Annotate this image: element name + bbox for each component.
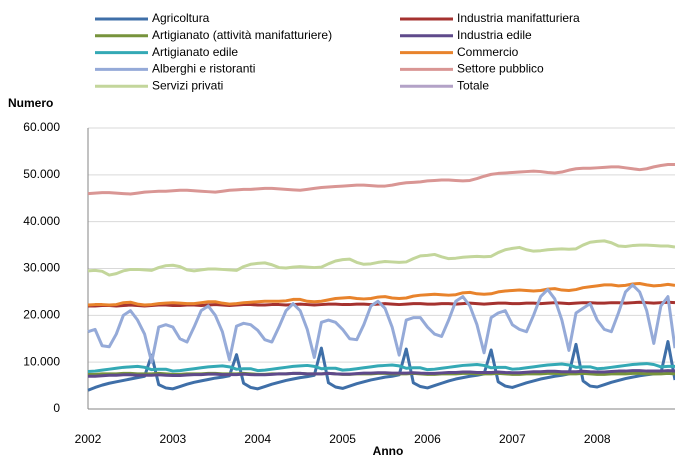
x-tick-label: 2002 bbox=[75, 432, 102, 446]
legend-label: Industria edile bbox=[457, 28, 532, 42]
x-tick-label: 2005 bbox=[329, 432, 356, 446]
series-line bbox=[87, 362, 675, 374]
y-tick-label: 50.000 bbox=[23, 167, 60, 181]
y-tick-label: 60.000 bbox=[23, 120, 60, 134]
x-tick-label: 2004 bbox=[244, 432, 271, 446]
x-tick-label: 2006 bbox=[414, 432, 441, 446]
series-line bbox=[87, 239, 675, 277]
legend: Agricoltura Industria manifatturiera Artig… bbox=[95, 11, 580, 92]
series-line bbox=[87, 281, 675, 307]
legend-label: Artigianato (attività manifatturiere) bbox=[152, 28, 332, 42]
series-line bbox=[88, 369, 675, 378]
y-tick-label: 30.000 bbox=[23, 261, 60, 275]
legend-label: Alberghi e ristoranti bbox=[152, 62, 255, 76]
legend-label: Settore pubblico bbox=[457, 62, 544, 76]
y-tick-label: 10.000 bbox=[23, 354, 60, 368]
legend-label: Totale bbox=[457, 78, 489, 92]
y-tick-label: 0 bbox=[53, 401, 60, 415]
legend-label: Industria manifatturiera bbox=[457, 11, 580, 25]
grid: 0 10.000 20.000 30.000 40.000 50.000 60.000 200… bbox=[23, 120, 675, 446]
y-axis-label: Numero bbox=[8, 96, 53, 110]
plot-area bbox=[87, 163, 675, 392]
legend-label: Servizi privati bbox=[152, 78, 223, 92]
series-line bbox=[87, 283, 675, 364]
y-tick-label: 40.000 bbox=[23, 214, 60, 228]
x-tick-label: 2008 bbox=[584, 432, 611, 446]
x-tick-label: 2003 bbox=[160, 432, 187, 446]
legend-label: Commercio bbox=[457, 45, 519, 59]
x-tick-label: 2007 bbox=[499, 432, 526, 446]
legend-label: Agricoltura bbox=[152, 11, 210, 25]
series-line bbox=[87, 163, 675, 196]
x-axis-label: Anno bbox=[373, 444, 404, 457]
y-tick-label: 20.000 bbox=[23, 308, 60, 322]
legend-label: Artigianato edile bbox=[152, 45, 238, 59]
series-line bbox=[87, 340, 675, 392]
